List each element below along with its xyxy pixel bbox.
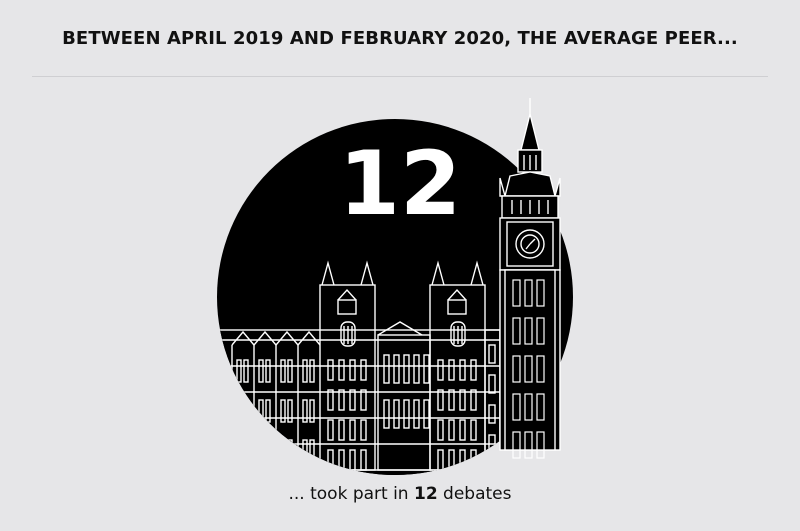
divider [32,76,768,77]
tower-windows [512,279,545,459]
caption-prefix: ... took part in [288,484,414,504]
caption-suffix: debates [437,484,512,504]
headline: BETWEEN APRIL 2019 AND FEBRUARY 2020, TH… [62,28,738,49]
caption: ... took part in 12 debates [0,484,800,504]
big-ben-tower [499,98,561,451]
stat-value: 12 [338,132,462,235]
caption-value: 12 [413,484,438,504]
